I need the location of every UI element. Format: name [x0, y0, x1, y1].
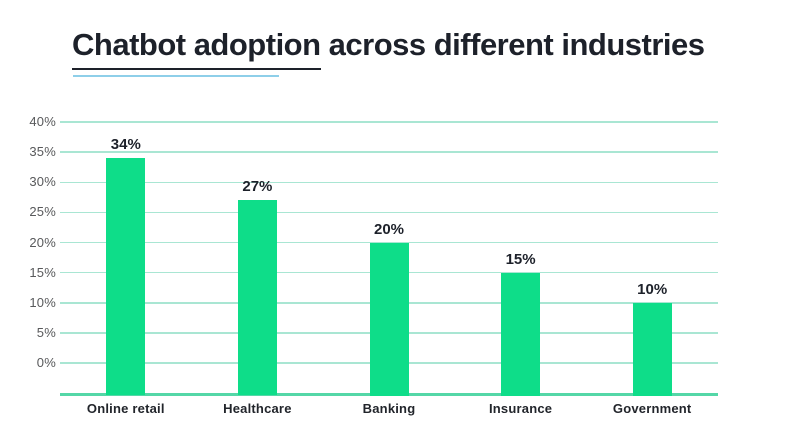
- x-axis-category-label: Online retail: [86, 401, 165, 416]
- y-axis-tick-label: 10%: [29, 294, 56, 310]
- chart-title-block: Chatbot adoption across different indust…: [72, 27, 705, 78]
- bar-value-label: 20%: [373, 220, 405, 238]
- y-axis-tick-label: 25%: [29, 204, 56, 220]
- y-axis-tick-label: 5%: [36, 324, 56, 340]
- bar-value-label: 34%: [110, 136, 141, 154]
- bar-insurance: [501, 272, 541, 396]
- gridline-30%: [60, 181, 718, 183]
- bar-healthcare: [237, 200, 277, 396]
- bar-value-label: 10%: [637, 280, 668, 298]
- x-axis-category-label: Insurance: [488, 401, 553, 416]
- bar-government: [632, 302, 672, 396]
- y-axis-tick-label: 35%: [29, 144, 56, 160]
- y-axis-tick-label: 30%: [29, 174, 56, 190]
- title-underlined-text: Chatbot adoption: [72, 27, 321, 78]
- gridline-25%: [60, 211, 718, 214]
- bar-online-retail: [106, 158, 146, 396]
- x-axis-category-label: Banking: [362, 401, 416, 416]
- x-axis-category-label: Government: [612, 401, 692, 416]
- bar-value-label: 27%: [242, 178, 273, 196]
- y-axis-tick-label: 15%: [29, 264, 56, 280]
- y-axis-tick-label: 40%: [29, 114, 56, 129]
- title-rest-text: across different industries: [320, 27, 705, 62]
- x-axis-category-label: Healthcare: [223, 401, 292, 416]
- bar-banking: [369, 242, 409, 396]
- page-title: Chatbot adoption across different indust…: [72, 27, 705, 78]
- y-axis-tick-label: 0%: [36, 355, 56, 370]
- bar-value-label: 15%: [505, 250, 536, 268]
- gridline-35%: [60, 151, 718, 153]
- gridline-40%: [60, 121, 718, 123]
- y-axis-tick-label: 20%: [29, 234, 56, 250]
